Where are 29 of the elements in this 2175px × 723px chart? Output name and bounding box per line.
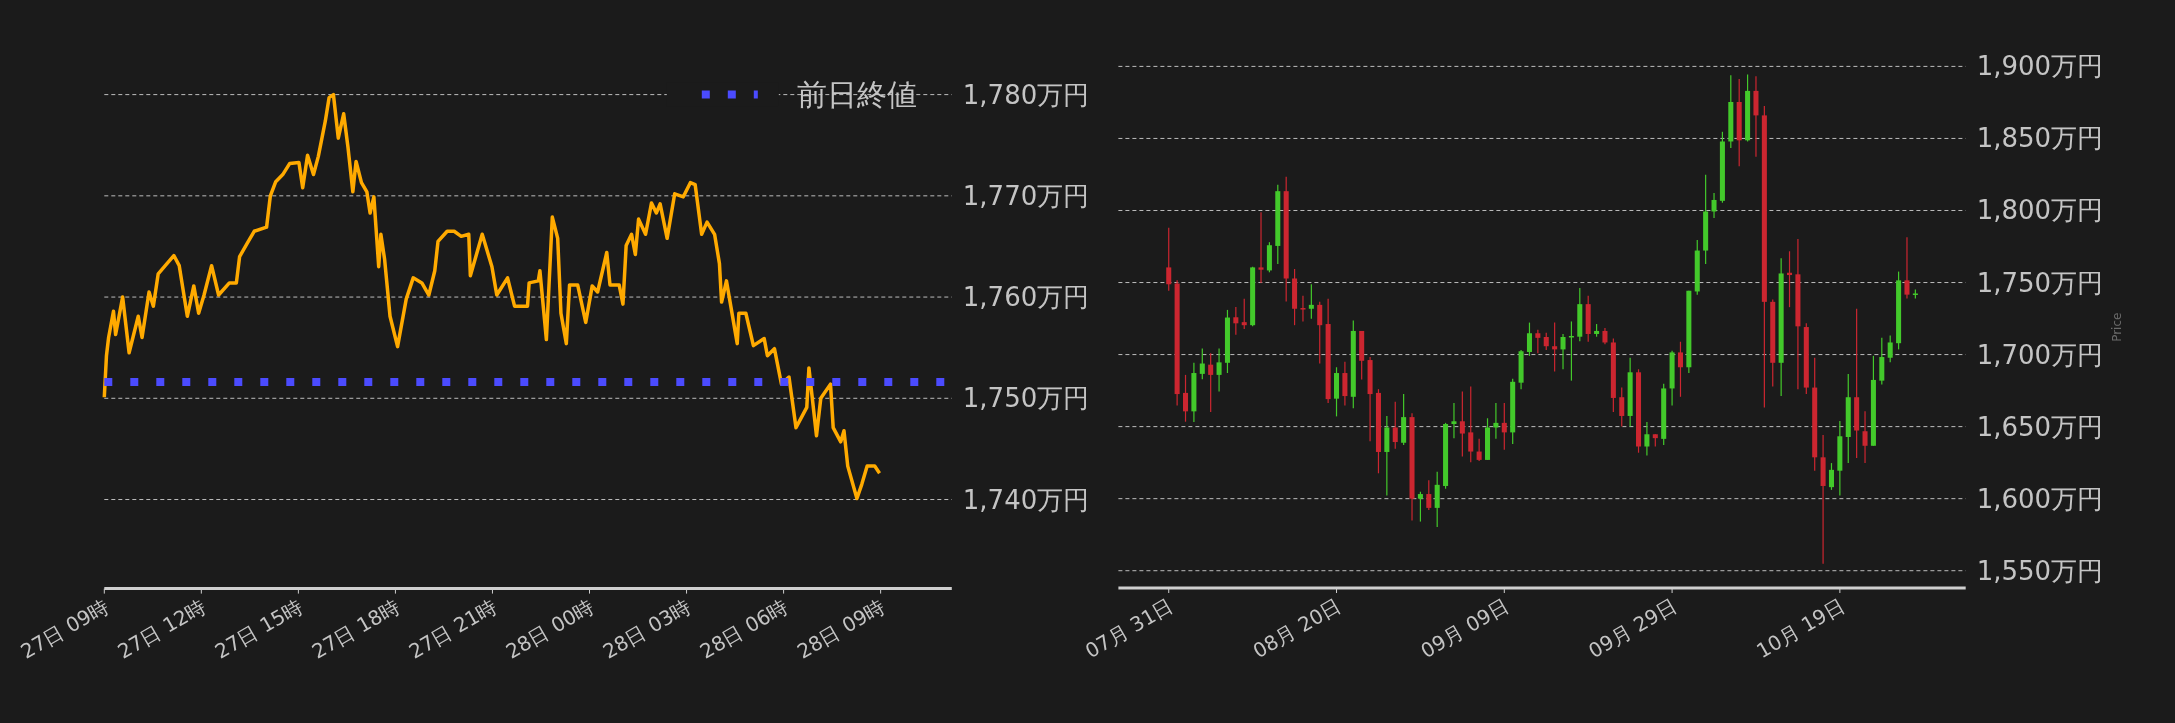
- y-tick-label: 1,550万円: [1976, 555, 2104, 586]
- x-tick-label: 28日 06時: [695, 594, 793, 664]
- x-tick-label: 27日 15時: [210, 594, 307, 664]
- y-tick-label: 1,700万円: [1976, 339, 2104, 370]
- legend-label: 前日終値: [796, 77, 917, 113]
- y-tick-label: 1,770万円: [962, 180, 1090, 211]
- y-tick-label: 1,740万円: [962, 484, 1090, 515]
- y-tick-label: 1,600万円: [1976, 483, 2104, 514]
- y-tick-label: 1,780万円: [962, 79, 1090, 110]
- y-tick-label: 1,900万円: [1976, 51, 2104, 82]
- y-tick-label: 1,750万円: [1976, 267, 2104, 298]
- x-tick-label: 27日 18時: [307, 594, 404, 664]
- x-tick-label: 09月 29日: [1584, 593, 1681, 663]
- x-tick-label: 28日 09時: [792, 594, 890, 664]
- x-tick-label: 28日 00時: [501, 594, 599, 664]
- y-tick-label: 1,800万円: [1976, 195, 2104, 226]
- y-tick-label: 1,760万円: [962, 282, 1090, 313]
- x-tick-label: 28日 03時: [598, 594, 696, 664]
- x-tick-label: 10月 19日: [1752, 593, 1849, 663]
- y-tick-label: 1,850万円: [1976, 123, 2104, 154]
- y-axis-title: Price: [2109, 312, 2124, 342]
- x-tick-label: 27日 21時: [404, 594, 501, 664]
- x-tick-label: 07月 31日: [1081, 593, 1178, 663]
- x-tick-label: 27日 09時: [16, 594, 113, 664]
- y-tick-label: 1,650万円: [1976, 411, 2104, 442]
- y-tick-label: 1,750万円: [962, 383, 1090, 414]
- x-tick-label: 08月 20日: [1248, 593, 1346, 663]
- x-tick-label: 09月 09日: [1416, 593, 1513, 663]
- x-tick-label: 27日 12時: [113, 594, 210, 664]
